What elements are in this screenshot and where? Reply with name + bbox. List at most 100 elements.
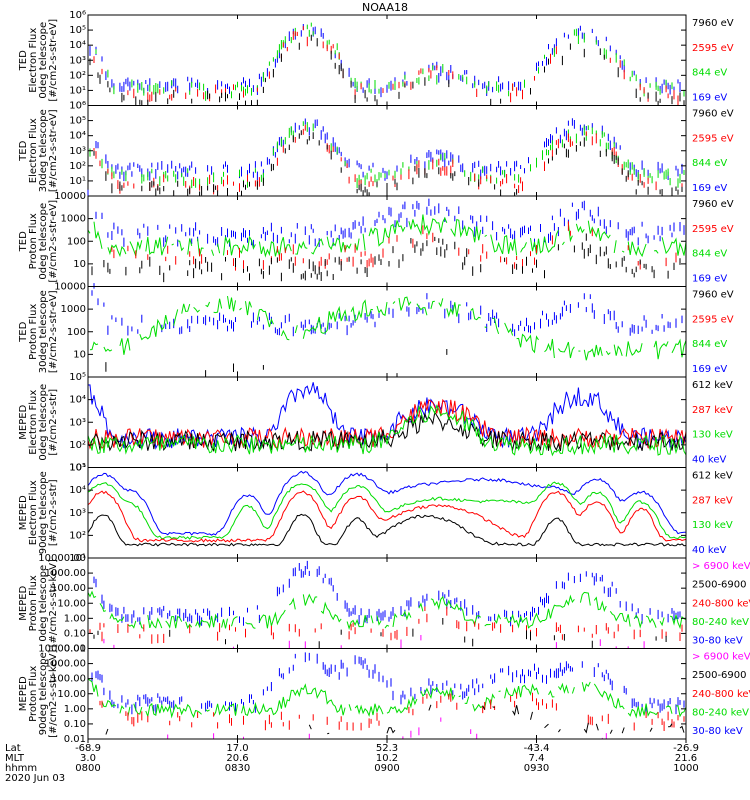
ytick-label: 10⁴ (69, 395, 86, 406)
ylabel-line: Proton Flux (28, 304, 39, 360)
ytick-label: 10⁶ (69, 10, 86, 21)
ytick-label: 10¹ (69, 85, 86, 96)
legend-item: 287 keV (692, 495, 733, 506)
legend-item: 169 eV (692, 93, 727, 104)
ylabel-line: TED (18, 231, 29, 252)
legend-item: 2595 eV (692, 224, 734, 235)
ylabel-line: [#/cm2-s-str-eV] (48, 290, 59, 373)
ylabel-line: MEPED (18, 676, 29, 711)
ylabel-line: MEPED (18, 495, 29, 530)
series-line-p5-black (87, 411, 687, 453)
legend-item: 612 keV (692, 380, 733, 391)
legend-item: 612 keV (692, 471, 733, 482)
ytick-label: 0.10 (64, 628, 86, 639)
legend-item: 7960 eV (692, 199, 734, 210)
panel-6: 10¹ 10² 10³ 10⁴ 10⁵ MEPED Electron Flux 90deg t… (18, 463, 733, 565)
ytick-label: 10¹ (69, 176, 86, 187)
ytick-label: 0.01 (64, 734, 86, 745)
xtick-lat: 52.3 (376, 743, 398, 754)
ylabel-group: MEPED Electron Flux 90deg telescope [#/cm2-… (18, 471, 59, 554)
xaxis-row-label-lat: Lat (5, 743, 21, 754)
ylabel-line: [#/cm2-s-str] (48, 479, 59, 546)
series-line-p8-green (87, 678, 687, 719)
ytick-label: 10.00 (57, 598, 86, 609)
ylabel-line: TED (18, 321, 29, 342)
series-line-p5-green (87, 404, 687, 457)
legend-item: 40 keV (692, 545, 726, 556)
xtick-mlt: 20.6 (226, 753, 248, 764)
panel-frame (87, 376, 687, 468)
ytick-label: 10⁴ (69, 485, 86, 496)
series-line-p2-red (93, 124, 687, 195)
series-line-p8-red (99, 692, 687, 731)
xtick-lat: -43.4 (524, 743, 550, 754)
ylabel-line: Electron Flux (28, 118, 39, 183)
ylabel-line: Electron Flux (28, 28, 39, 93)
legend-item: 240-800 keV (692, 598, 750, 609)
series-line-p7-black (93, 618, 667, 649)
legend-item: 2595 eV (692, 133, 734, 144)
series-line-p8-black (105, 704, 685, 735)
xtick-lat: 17.0 (226, 743, 248, 754)
xtick-hhmm: 1000 (673, 763, 698, 774)
ytick-label: 10⁴ (69, 40, 86, 51)
panel-1: 10¹ 10² 10³ 10⁴ 10⁵ 10⁶ TED Electron Flux 0deg t… (18, 10, 734, 106)
ylabel-line: 0deg telescope (38, 384, 49, 461)
xtick-hhmm: 0800 (75, 763, 100, 774)
ylabel-line: MEPED (18, 404, 29, 439)
legend-item: 130 keV (692, 430, 733, 441)
legend-item: 2500-6900 (692, 670, 747, 681)
xaxis-row-label-hhmm: hhmm (5, 763, 37, 774)
ytick-label: 10² (69, 440, 86, 451)
legend-item: 30-80 keV (692, 636, 743, 647)
legend-item: > 6900 keV (692, 652, 750, 663)
ytick-label: 1.00 (64, 613, 86, 624)
ytick-label: 10² (69, 70, 86, 81)
ytick-label: 10³ (69, 146, 86, 157)
legend-item: 30-80 keV (692, 726, 743, 737)
ytick-label: 10² (69, 530, 86, 541)
series-line-p6-red (87, 490, 687, 543)
xtick-mlt: 7.4 (529, 753, 545, 764)
xtick-mlt: 21.6 (675, 753, 697, 764)
legend-item: 2595 eV (692, 314, 734, 325)
series-line-p2-black (93, 130, 683, 196)
ytick-label: 10000.00 (38, 553, 86, 564)
legend-item: 169 eV (692, 274, 727, 285)
ylabel-line: 90deg telescope (38, 471, 49, 554)
legend-item: > 6900 keV (692, 561, 750, 572)
ytick-label: 10 (73, 349, 86, 360)
series-line-p6-green (87, 481, 687, 540)
legend-item: 169 eV (692, 364, 727, 375)
ylabel-line: 30deg telescope (38, 290, 49, 373)
ytick-label: 10000 (54, 191, 86, 202)
series-line-p2-blue (95, 118, 687, 182)
ytick-label: 0.01 (64, 644, 86, 655)
panel-frame (87, 286, 687, 378)
ylabel-group: MEPED Electron Flux 0deg telescope [#/cm2-s… (18, 384, 59, 461)
legend-item: 844 eV (692, 158, 727, 169)
ylabel-line: Proton Flux (28, 666, 39, 722)
panel-8: 0.010.101.0010.00100.001000.0010000.00ME… (18, 644, 750, 746)
series-line-p5-red (87, 398, 687, 450)
series-line-p4-black (105, 349, 448, 377)
ylabel-line: Electron Flux (28, 480, 39, 545)
ytick-label: 10⁵ (69, 116, 86, 127)
ytick-label: 10⁵ (69, 25, 86, 36)
ylabel-group: TED Proton Flux 0deg telescope [#/cm2-s-str… (18, 200, 59, 283)
ylabel-line: [#/cm2-s-str-eV] (48, 19, 59, 102)
ytick-label: 10000.00 (38, 644, 86, 655)
series-line-p4-green (89, 296, 687, 361)
series-line-p8-magenta (87, 717, 607, 739)
ytick-label: 10⁴ (69, 131, 86, 142)
legend-item: 7960 eV (692, 18, 734, 29)
series-line-p3-blue (87, 189, 687, 247)
series-line-p3-green (87, 214, 687, 258)
ylabel-line: [#/cm2-s-str-eV] (48, 200, 59, 283)
xtick-hhmm: 0830 (225, 763, 250, 774)
ylabel-line: MEPED (18, 585, 29, 620)
ytick-label: 10³ (69, 508, 86, 519)
